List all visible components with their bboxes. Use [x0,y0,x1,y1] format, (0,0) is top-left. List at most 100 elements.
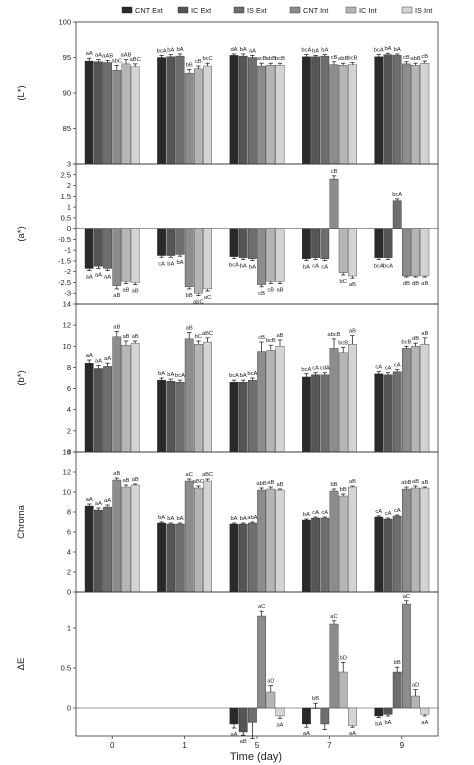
bar [166,380,176,453]
data-label: bA [240,516,247,522]
data-label: aA [349,731,356,737]
bar [94,61,103,165]
y-tick-label: 6 [67,528,71,537]
data-label: aA [303,731,310,737]
bar [130,66,140,165]
bar [311,517,320,593]
data-label: aAB [102,53,113,59]
data-label: aBC [130,57,141,63]
data-label: bA [176,516,183,522]
y-tick-label: 0 [67,224,71,233]
legend-swatch [233,6,245,14]
data-label: aB [276,288,283,294]
data-label: bcA [247,371,257,377]
data-label: bB [394,660,401,666]
bar [175,228,185,255]
data-label: acB [257,56,267,62]
bar [112,228,122,286]
data-label: aA [421,720,428,726]
data-label: cB [195,59,202,65]
x-tick-label: 7 [327,741,332,750]
bar [411,695,420,709]
bar [383,228,393,258]
data-label: aA [104,356,111,362]
data-label: bD [339,655,346,661]
y-tick-label: 10 [63,488,71,497]
bar [348,228,357,277]
bar [420,487,430,593]
data-label: aB [186,326,193,332]
data-label: aA [95,272,102,278]
bar [329,490,339,593]
legend-label: IS Int [415,6,432,15]
data-label: aA [276,722,283,728]
bar [411,346,420,453]
data-label: bA [176,260,183,266]
y-tick-label: 1 [67,203,71,212]
bar [112,70,122,165]
bar [392,671,402,709]
bar [121,228,131,282]
data-label: bcA [301,48,311,54]
data-label: cB [331,55,338,61]
bar [329,348,339,453]
data-label: aBC [202,331,213,337]
data-label: bA [384,720,391,726]
bar [229,707,239,725]
bar [121,345,131,453]
data-label: cA [385,511,392,517]
data-label: bcB [347,55,357,61]
data-label: bcA [383,263,393,269]
y-tick-label: 0.5 [61,664,71,673]
data-label: aD [267,679,274,685]
bar [175,382,185,453]
bar [374,516,384,593]
y-tick-label: -3 [64,289,71,298]
y-tick-label: -2 [64,267,71,276]
data-label: aB [113,324,120,330]
data-label: aC [204,295,211,301]
bar [402,348,411,453]
data-label: aC [403,594,410,600]
y-axis-label: Chroma [16,504,27,539]
y-tick-label: 1.5 [61,192,71,201]
legend-swatch [401,6,413,14]
data-label: aB [113,471,120,477]
data-label: aB [421,281,428,287]
bar [302,519,311,593]
bar [320,517,330,593]
bar [229,228,239,257]
bar [257,489,266,593]
bar [392,371,402,453]
bar [103,228,112,269]
y-tick-label: 2.5 [61,170,71,179]
bar [229,523,239,593]
data-label: bC [339,279,346,285]
y-tick-label: -1 [64,246,71,255]
bar [374,56,384,165]
data-label: bA [167,48,174,54]
y-axis-label: (L*) [16,85,27,100]
data-label: cA [321,264,328,270]
data-label: cB [258,335,265,341]
bar [275,228,285,282]
data-label: bcC [202,56,212,62]
y-axis-label: (b*) [16,370,27,385]
bar [266,65,276,165]
data-label: bcB [266,338,276,344]
bar [84,363,94,453]
bar [338,228,348,273]
data-label: bA [375,722,382,728]
bar [392,200,402,229]
bar [130,228,140,283]
data-label: aB [122,334,129,340]
data-label: bB [186,293,193,299]
bar [203,228,212,290]
y-tick-label: 85 [63,124,71,133]
bar [320,707,330,725]
data-label: aA [86,353,93,359]
data-label: aA [95,358,102,364]
bar [94,228,103,267]
